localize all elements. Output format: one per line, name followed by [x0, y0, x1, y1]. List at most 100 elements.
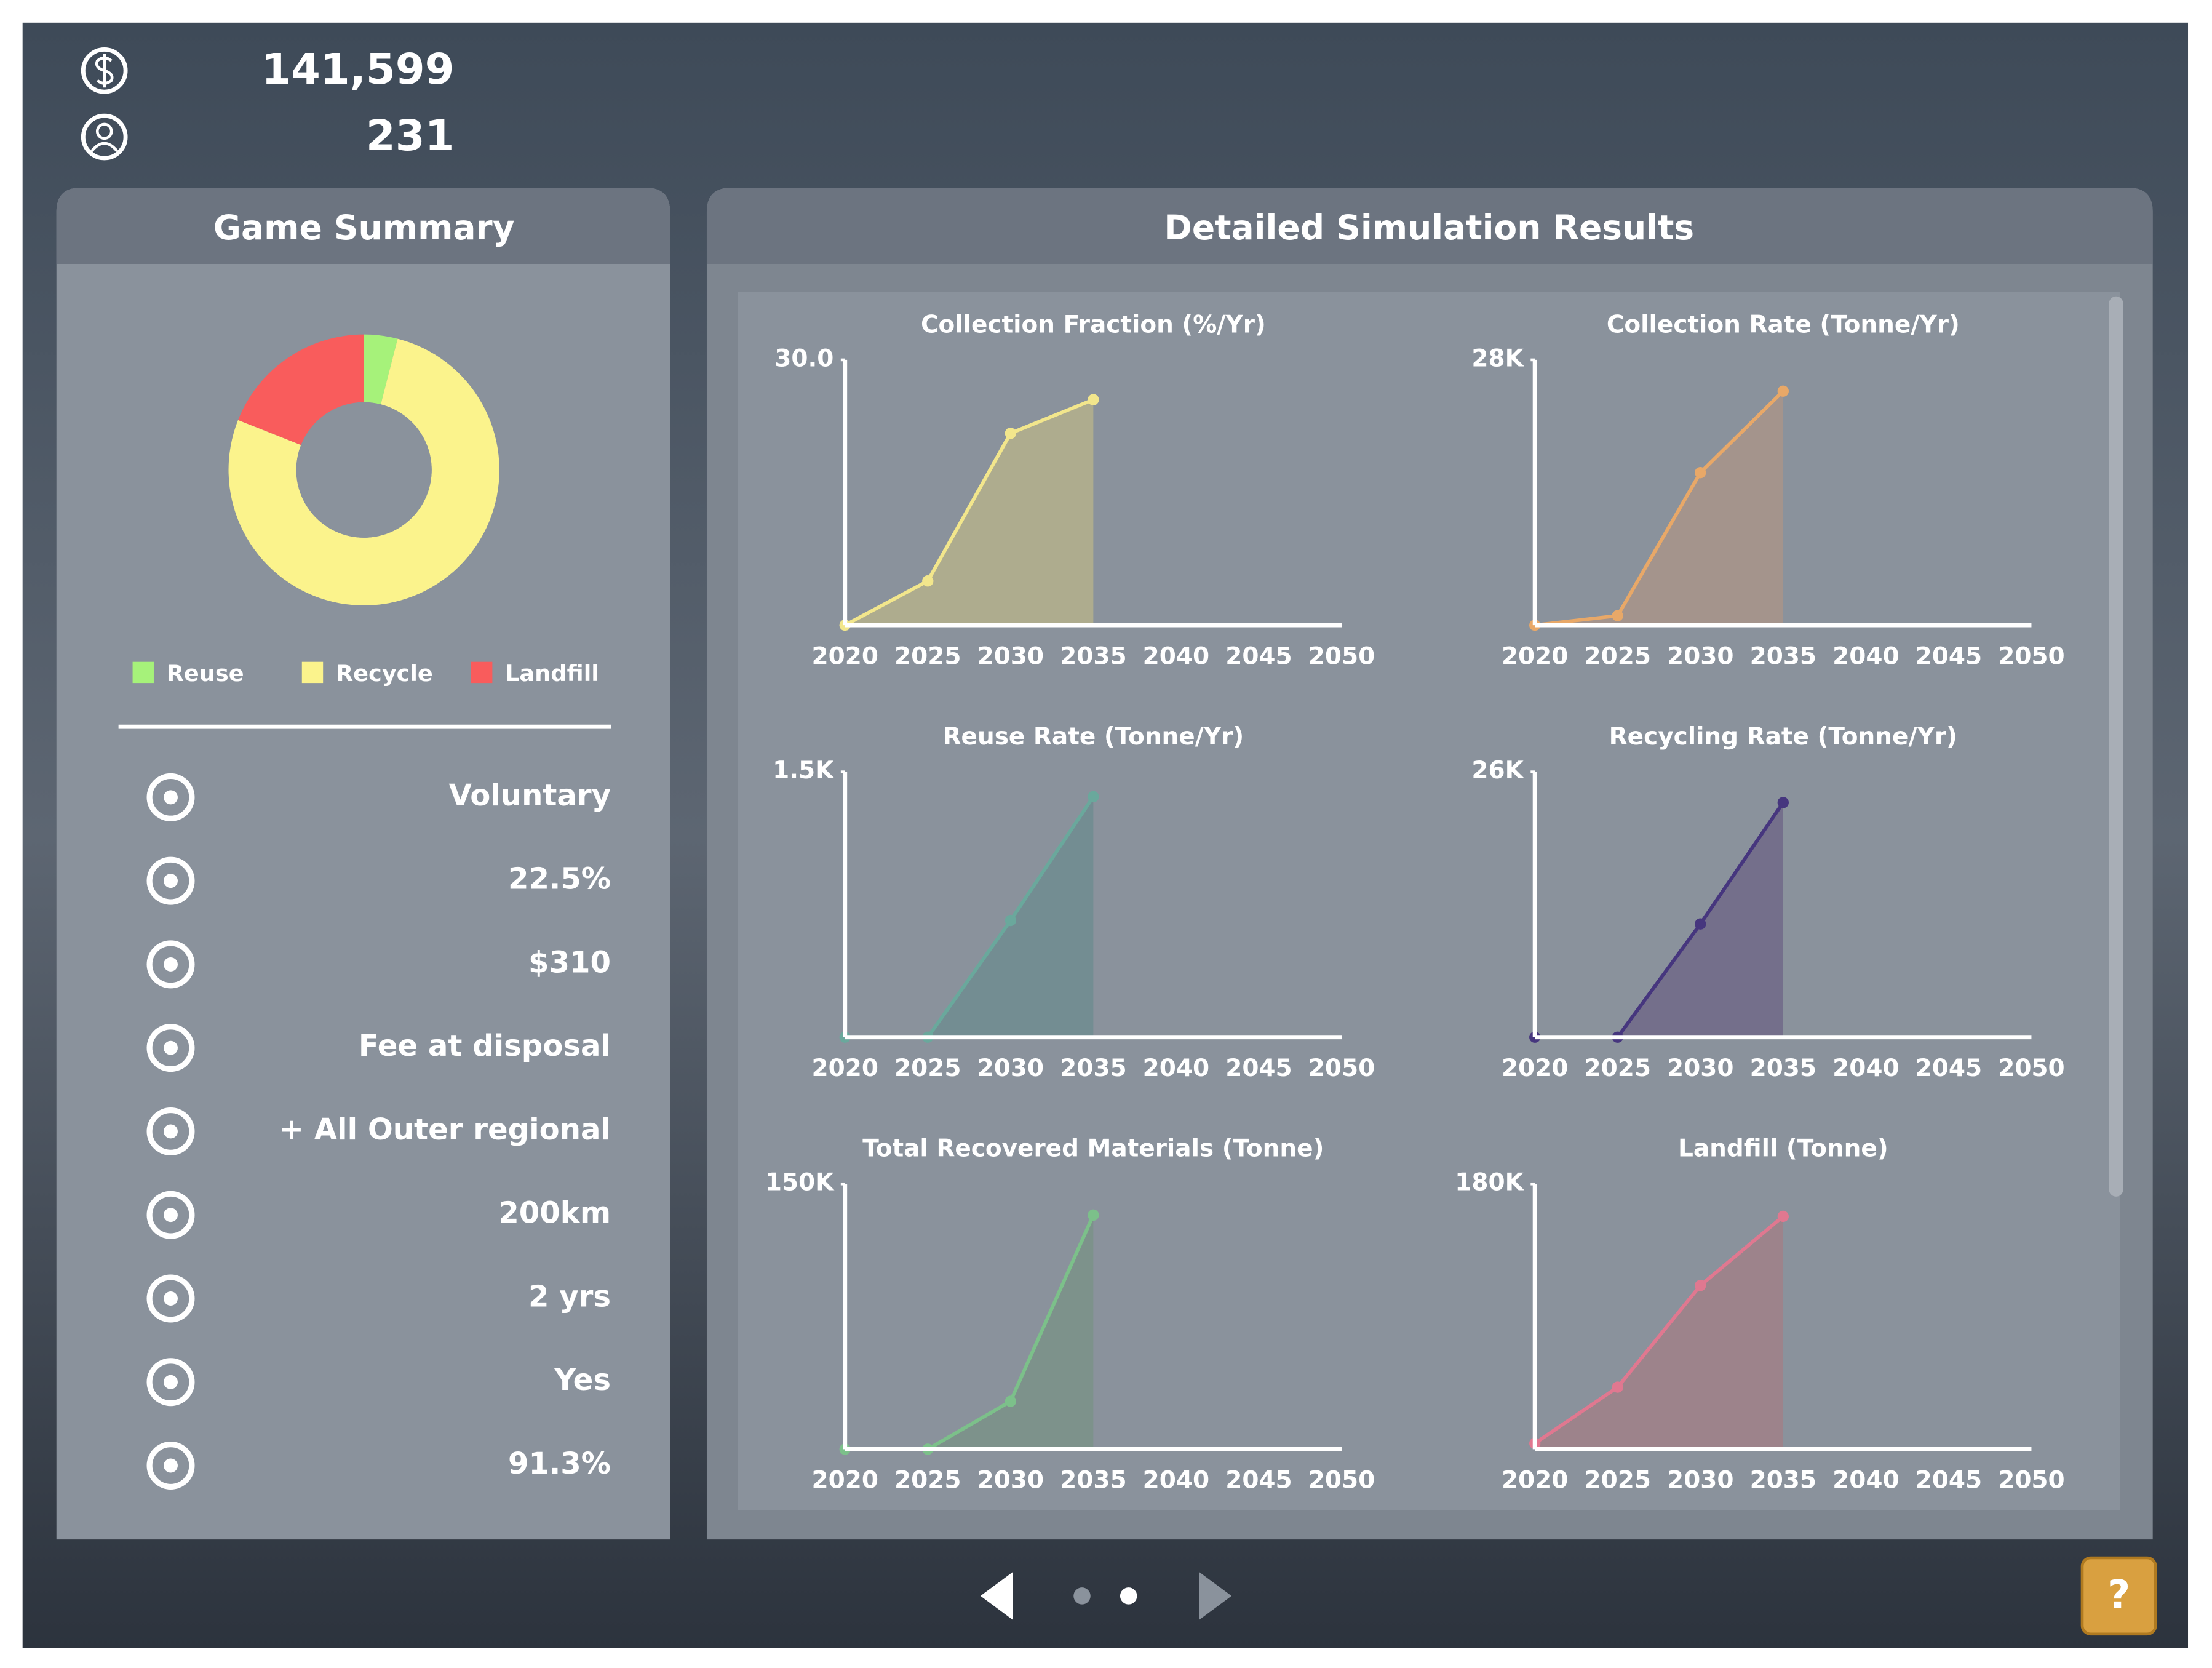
x-tick-label: 2025	[894, 1467, 961, 1494]
summary-panel	[56, 188, 670, 1540]
point	[1777, 797, 1789, 808]
row-value: 22.5%	[508, 862, 611, 896]
point	[1695, 918, 1706, 930]
x-tick-label: 2020	[811, 1467, 878, 1494]
row-icon-dot	[164, 1458, 178, 1473]
legend-swatch	[132, 661, 154, 684]
row-value: Fee at disposal	[359, 1029, 611, 1063]
point	[1005, 428, 1016, 439]
x-tick-label: 2045	[1225, 642, 1292, 670]
area-fill	[845, 1215, 1094, 1450]
next-button[interactable]	[1199, 1571, 1232, 1620]
row-icon	[146, 1107, 195, 1155]
line	[1534, 1215, 1784, 1445]
x-tick-label: 2030	[1667, 642, 1733, 670]
scrollbar[interactable]	[2109, 296, 2123, 1197]
x-tick-label: 2025	[1584, 1055, 1650, 1082]
x-tick-label: 2050	[1998, 642, 2064, 670]
row-icon-dot	[164, 957, 178, 972]
row-icon	[146, 940, 195, 989]
x-tick-label: 2045	[1916, 1055, 1982, 1082]
chart-title: Reuse Rate (Tonne/Yr)	[943, 723, 1244, 751]
results-area	[738, 292, 2120, 1510]
area-chart: Total Recovered Materials (Tonne) 2020 202…	[765, 1135, 1375, 1494]
row-icon	[146, 1191, 195, 1239]
chart-title: Landfill (Tonne)	[1678, 1135, 1888, 1163]
area-fill	[845, 399, 1094, 626]
row-icon	[146, 1442, 195, 1490]
point	[1088, 791, 1099, 803]
donut-hole	[296, 402, 432, 538]
y-tick-label: 150K	[765, 1169, 835, 1197]
help-label[interactable]: ?	[2107, 1572, 2130, 1618]
chart-title: Recycling Rate (Tonne/Yr)	[1609, 723, 1957, 751]
row-icon-dot	[164, 1124, 178, 1139]
row-value: Voluntary	[449, 778, 611, 813]
row-icon	[146, 773, 195, 821]
x-tick-label: 2025	[1584, 1467, 1650, 1494]
results-header	[706, 188, 2153, 264]
y-tick-label: 28K	[1471, 345, 1524, 372]
y-tick-label: 180K	[1455, 1169, 1524, 1197]
point	[1695, 466, 1706, 479]
point	[1088, 394, 1099, 405]
row-icon-dot	[164, 1291, 178, 1306]
row-icon	[146, 1024, 195, 1072]
summary-rows: Voluntary 22.5% $310 Fee at disposal + All O…	[146, 773, 611, 1490]
area-fill	[1535, 802, 1783, 1037]
area-fill	[1535, 1216, 1783, 1450]
x-tick-label: 2035	[1750, 1055, 1816, 1082]
legend-label: Landfill	[505, 660, 599, 687]
area-fill	[1535, 391, 1783, 626]
page-dot[interactable]	[1073, 1587, 1091, 1605]
prev-button[interactable]	[980, 1571, 1013, 1620]
row-icon-dot	[164, 1375, 178, 1389]
x-tick-label: 2020	[1502, 642, 1568, 670]
line	[1534, 389, 1784, 627]
donut-slice	[237, 334, 364, 445]
help-button[interactable]	[2080, 1556, 2157, 1636]
donut-chart: Reuse Recycle Landfill	[132, 334, 599, 687]
chart-title: Collection Rate (Tonne/Yr)	[1607, 311, 1960, 338]
x-tick-label: 2040	[1143, 1055, 1209, 1082]
x-tick-label: 2045	[1916, 642, 1982, 670]
x-tick-label: 2025	[894, 1055, 961, 1082]
point	[1695, 1280, 1706, 1291]
point	[1612, 1381, 1623, 1393]
area-chart: Recycling Rate (Tonne/Yr) 2020 2025 2030 203…	[1471, 723, 2064, 1082]
x-tick-label: 2040	[1143, 642, 1209, 670]
x-tick-label: 2050	[1998, 1055, 2064, 1082]
x-tick-label: 2050	[1998, 1467, 2064, 1494]
x-tick-label: 2035	[1750, 642, 1816, 670]
point	[1088, 1209, 1099, 1221]
x-tick-label: 2025	[894, 642, 961, 670]
page-dot-active[interactable]	[1120, 1587, 1137, 1605]
row-icon	[146, 856, 195, 905]
x-tick-label: 2030	[1667, 1055, 1733, 1082]
legend-label: Reuse	[167, 660, 244, 687]
row-icon-dot	[164, 874, 178, 888]
row-value: + All Outer regional	[279, 1112, 611, 1147]
x-tick-label: 2020	[811, 642, 878, 670]
legend-label: Recycle	[336, 660, 433, 687]
point	[1005, 914, 1016, 927]
y-tick-label: 26K	[1471, 757, 1524, 784]
point	[1777, 385, 1789, 397]
area-chart: Collection Fraction (%/Yr) 2020 2025 2030 20…	[774, 311, 1375, 670]
x-tick-label: 2035	[1060, 642, 1126, 670]
x-tick-label: 2040	[1832, 1467, 1899, 1494]
x-tick-label: 2050	[1308, 1467, 1375, 1494]
x-tick-label: 2040	[1832, 1055, 1899, 1082]
point	[1612, 610, 1623, 621]
area-chart: Landfill (Tonne) 2020 2025 2030 2035 2040 2045…	[1455, 1135, 2064, 1494]
x-tick-label: 2045	[1225, 1055, 1292, 1082]
donut-slice	[228, 338, 499, 605]
x-tick-label: 2025	[1584, 642, 1650, 670]
row-icon	[146, 1358, 195, 1407]
x-tick-label: 2030	[1667, 1467, 1733, 1494]
row-icon-dot	[164, 790, 178, 805]
row-value: $310	[528, 945, 611, 980]
legend-swatch	[471, 661, 493, 684]
legend-swatch	[301, 661, 324, 684]
